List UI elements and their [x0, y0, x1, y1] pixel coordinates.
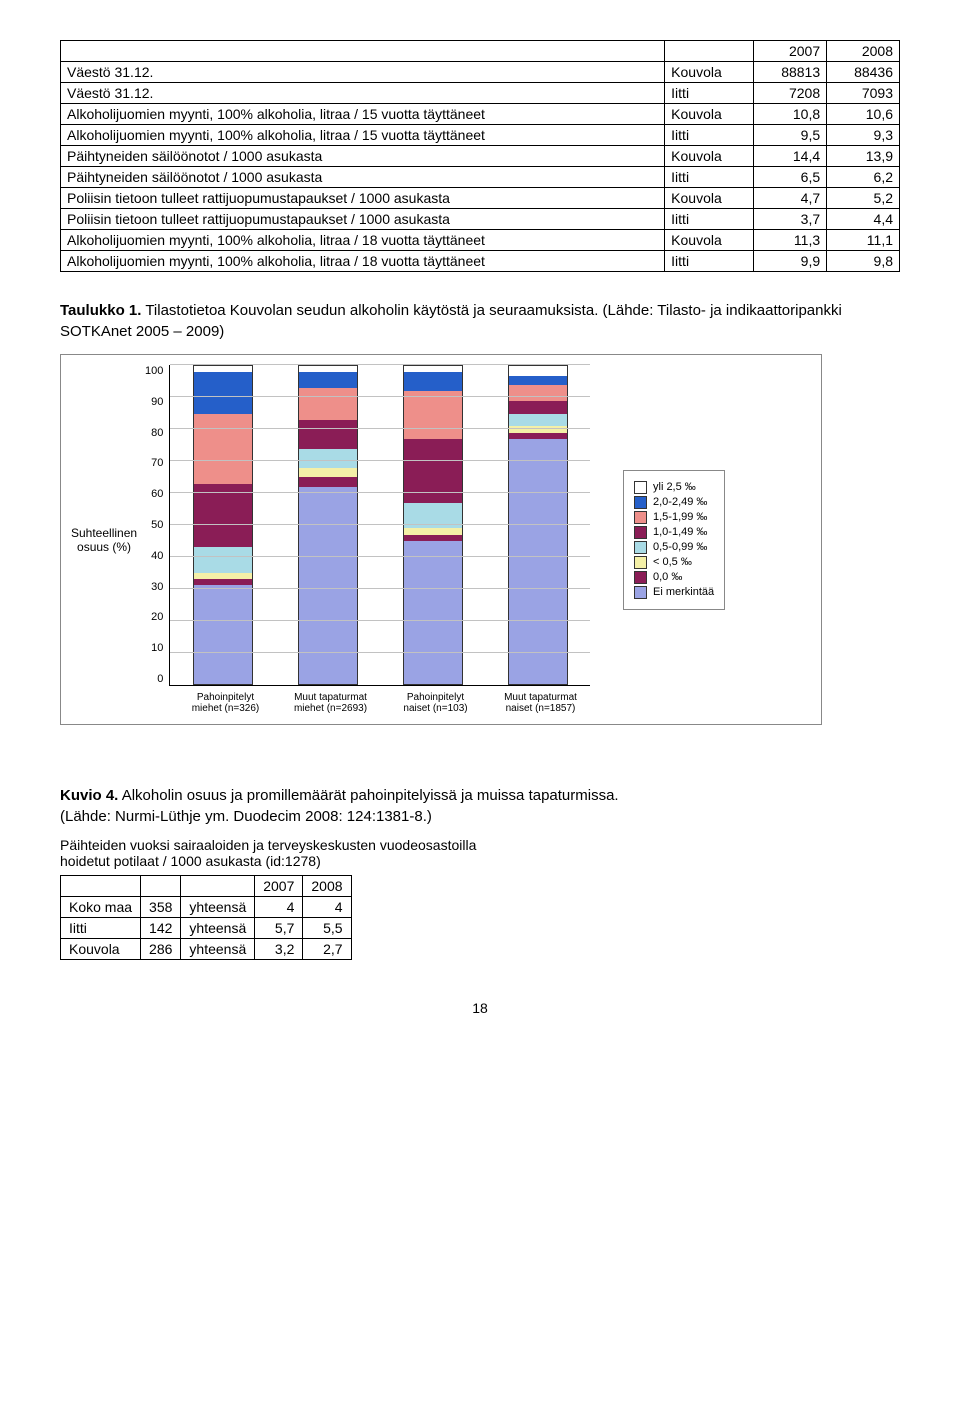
legend-item: 2,0-2,49 ‰: [634, 496, 714, 509]
col-2008: 2008: [827, 41, 900, 62]
page-number: 18: [60, 1000, 900, 1016]
x-axis: Pahoinpitelyt miehet (n=326)Muut tapatur…: [173, 692, 593, 714]
legend-item: Ei merkintää: [634, 586, 714, 599]
table-row: Poliisin tietoon tulleet rattijuopumusta…: [61, 188, 900, 209]
table-row: Kouvola286yhteensä3,22,7: [61, 939, 352, 960]
table-row: Väestö 31.12.Kouvola8881388436: [61, 62, 900, 83]
legend: yli 2,5 ‰ 2,0-2,49 ‰ 1,5-1,99 ‰ 1,0-1,49 ‰ 0…: [623, 470, 725, 610]
bar: [508, 365, 568, 685]
legend-item: < 0,5 ‰: [634, 556, 714, 569]
legend-item: 1,0-1,49 ‰: [634, 526, 714, 539]
legend-item: 0,5-0,99 ‰: [634, 541, 714, 554]
fig-caption-bold: Kuvio 4.: [60, 787, 118, 804]
table-hospital: 2007 2008 Koko maa358yhteensä44Iitti142y…: [60, 875, 352, 960]
table-row: Alkoholijuomien myynti, 100% alkoholia, …: [61, 104, 900, 125]
table-row: Koko maa358yhteensä44: [61, 897, 352, 918]
table-row: Väestö 31.12.Iitti72087093: [61, 83, 900, 104]
table-row: Alkoholijuomien myynti, 100% alkoholia, …: [61, 251, 900, 272]
legend-item: 0,0 ‰: [634, 571, 714, 584]
table-row: Alkoholijuomien myynti, 100% alkoholia, …: [61, 230, 900, 251]
table-row: Poliisin tietoon tulleet rattijuopumusta…: [61, 209, 900, 230]
table2-title: Päihteiden vuoksi sairaaloiden ja tervey…: [60, 837, 490, 869]
bar: [403, 365, 463, 685]
caption-text: Tilastotietoa Kouvolan seudun alkoholin …: [60, 302, 842, 340]
chart-container: Suhteellinen osuus (%) 10090807060504030…: [60, 354, 822, 725]
table-row: Päihtyneiden säilöönotot / 1000 asukasta…: [61, 146, 900, 167]
col-2007: 2007: [754, 41, 827, 62]
table-row: Iitti142yhteensä5,75,5: [61, 918, 352, 939]
y-axis-label: Suhteellinen osuus (%): [71, 365, 145, 714]
bar: [193, 365, 253, 685]
bar: [298, 365, 358, 685]
table1-caption: Taulukko 1. Tilastotietoa Kouvolan seudu…: [60, 300, 900, 342]
plot-area: [169, 365, 590, 686]
bars-container: [170, 365, 590, 685]
figure-caption: Kuvio 4. Alkoholin osuus ja promillemäär…: [60, 785, 900, 827]
y-axis: 1009080706050403020100: [145, 365, 169, 685]
caption-bold: Taulukko 1.: [60, 302, 141, 319]
table-statistics: 2007 2008 Väestö 31.12.Kouvola8881388436…: [60, 40, 900, 272]
legend-item: 1,5-1,99 ‰: [634, 511, 714, 524]
table-row: Päihtyneiden säilöönotot / 1000 asukasta…: [61, 167, 900, 188]
table-row: Alkoholijuomien myynti, 100% alkoholia, …: [61, 125, 900, 146]
legend-item: yli 2,5 ‰: [634, 481, 714, 494]
